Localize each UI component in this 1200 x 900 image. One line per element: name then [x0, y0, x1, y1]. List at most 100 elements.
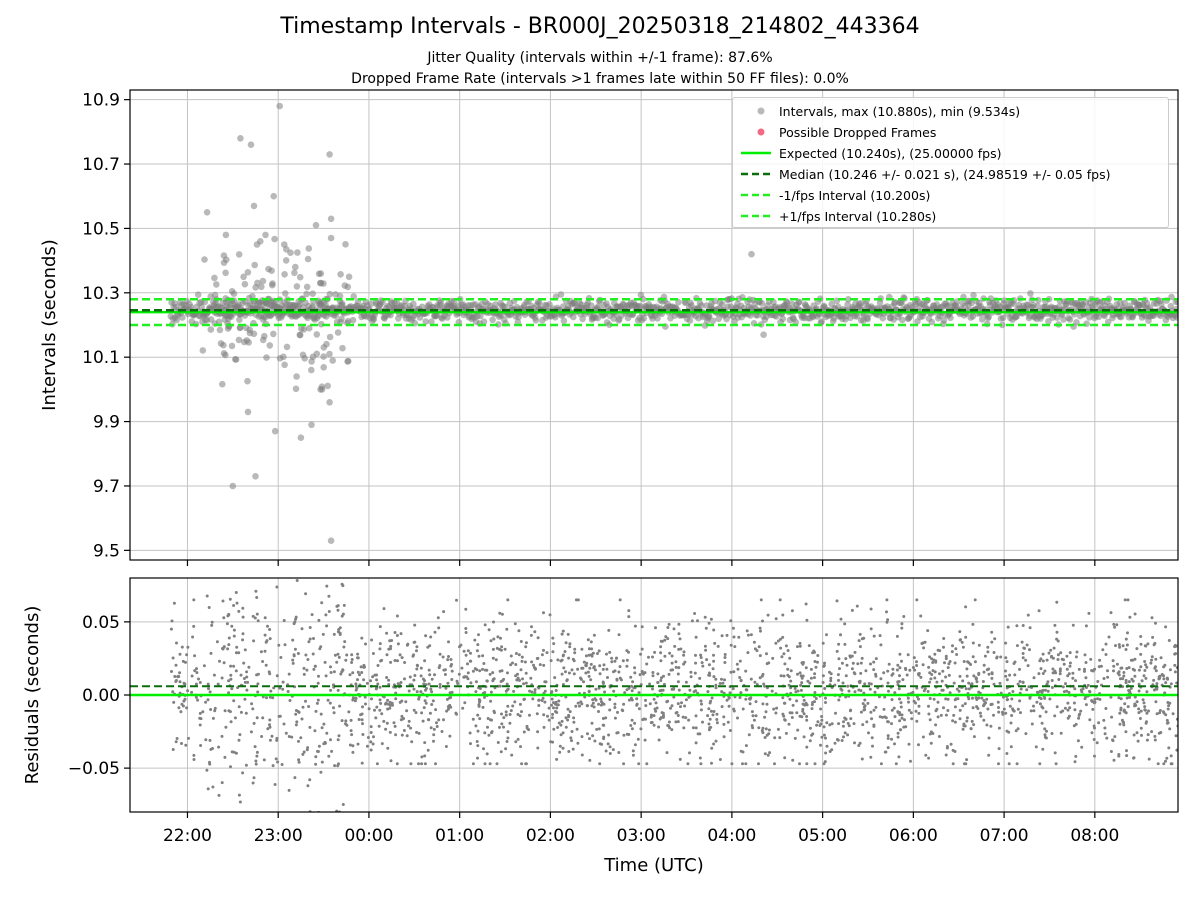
residual-point	[358, 673, 361, 677]
residual-point	[232, 699, 236, 703]
residual-point	[492, 637, 496, 641]
legend-item-median: Median (10.246 +/- 0.021 s), (24.98519 +…	[733, 165, 1168, 183]
interval-point	[338, 300, 346, 307]
x-tick-label: 03:00	[617, 826, 666, 846]
residual-point	[213, 709, 217, 713]
residual-point	[637, 707, 641, 711]
residual-point	[749, 677, 753, 681]
residual-point	[733, 645, 737, 649]
residual-point	[1144, 676, 1148, 680]
residual-point	[712, 710, 716, 713]
residual-point	[447, 655, 450, 658]
residual-point	[846, 684, 850, 688]
residual-point	[582, 660, 586, 664]
interval-point	[606, 321, 613, 329]
residual-point	[304, 653, 308, 657]
residual-point	[954, 647, 958, 651]
residual-point	[336, 608, 340, 612]
residual-point	[516, 676, 520, 680]
residual-point	[961, 727, 965, 731]
residual-point	[306, 784, 310, 788]
residual-point	[461, 706, 465, 710]
residual-point	[432, 727, 436, 731]
residual-point	[761, 726, 765, 730]
residual-point	[500, 722, 504, 726]
residual-point	[299, 736, 303, 740]
residual-point	[630, 689, 634, 693]
residual-point	[238, 546, 241, 549]
residual-point	[1119, 708, 1123, 712]
residual-point	[493, 711, 496, 715]
residual-point	[348, 743, 352, 747]
residual-point	[809, 667, 813, 671]
residual-point	[429, 687, 433, 691]
residual-point	[556, 658, 560, 662]
residual-point	[302, 672, 306, 676]
residual-point	[1050, 686, 1054, 689]
residual-point	[774, 617, 778, 621]
residual-point	[320, 760, 324, 764]
residual-point	[351, 750, 355, 754]
residual-point	[564, 670, 567, 674]
residual-point	[1035, 700, 1039, 704]
residual-point	[226, 514, 229, 517]
residual-point	[622, 702, 626, 706]
residual-point	[840, 739, 844, 742]
residual-point	[485, 752, 489, 756]
residual-point	[701, 664, 705, 668]
interval-outlier-point	[270, 192, 278, 200]
residual-point	[495, 762, 499, 766]
residual-point	[536, 656, 540, 660]
residual-point	[538, 663, 542, 667]
residual-point	[782, 701, 786, 705]
residual-point	[977, 696, 981, 700]
residual-point	[184, 660, 187, 664]
residual-point	[388, 706, 392, 710]
residual-point	[987, 736, 991, 740]
residual-point	[1135, 700, 1139, 704]
residual-point	[584, 671, 588, 675]
residual-point	[694, 661, 698, 665]
residual-point	[471, 762, 475, 766]
interval-point	[326, 350, 333, 358]
residual-point	[852, 722, 856, 726]
interval-point	[326, 290, 334, 298]
residual-point	[879, 762, 883, 766]
residual-point	[362, 678, 366, 682]
residual-point	[237, 793, 241, 797]
residual-point	[488, 718, 492, 722]
residual-point	[1046, 680, 1050, 684]
interval-point	[654, 315, 661, 322]
residual-point	[931, 669, 935, 673]
residual-point	[907, 700, 910, 704]
residual-point	[172, 700, 176, 704]
residual-point	[893, 715, 897, 719]
residual-point	[428, 673, 432, 677]
residual-point	[669, 706, 672, 710]
residual-point	[354, 696, 358, 700]
residual-point	[1162, 762, 1166, 766]
residual-point	[715, 721, 719, 725]
residual-point	[1029, 709, 1033, 713]
interval-point	[342, 241, 349, 248]
residual-point	[867, 731, 870, 735]
residual-point	[482, 747, 485, 751]
residual-point	[203, 458, 206, 461]
residual-point	[869, 682, 873, 686]
residual-point	[912, 656, 916, 660]
residual-point	[708, 673, 712, 677]
residual-point	[297, 739, 300, 743]
residual-point	[997, 706, 1000, 709]
residual-point	[1150, 655, 1154, 659]
residual-point	[999, 655, 1003, 659]
residual-point	[183, 682, 187, 686]
residual-point	[825, 633, 828, 637]
residual-point	[1124, 648, 1128, 651]
residual-point	[1004, 656, 1008, 660]
interval-point	[928, 318, 936, 326]
residual-point	[186, 689, 190, 693]
residual-point	[895, 634, 899, 638]
residual-point	[365, 681, 369, 685]
residual-point	[933, 652, 937, 656]
residual-point	[640, 669, 644, 673]
